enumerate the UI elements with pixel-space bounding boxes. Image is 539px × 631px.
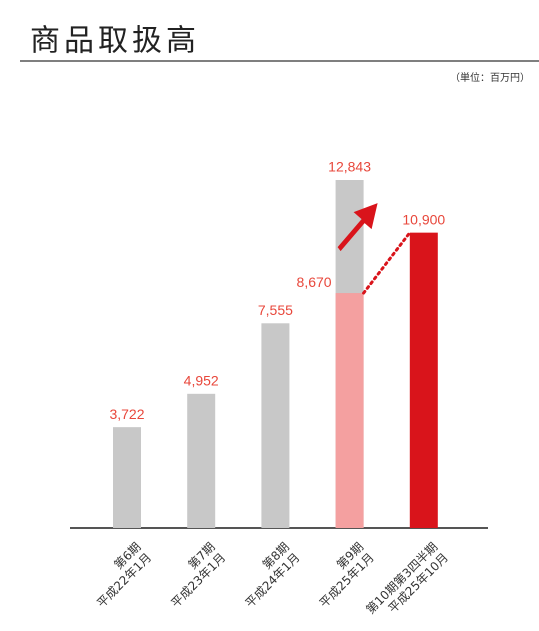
bar bbox=[261, 323, 290, 528]
overlay-bar bbox=[335, 293, 364, 528]
unit-note: （単位：百万円） bbox=[450, 71, 530, 84]
value-label: 10,900 bbox=[402, 211, 445, 227]
bar bbox=[187, 393, 216, 528]
connector bbox=[362, 231, 412, 295]
value-label: 7,555 bbox=[258, 302, 293, 318]
value-label: 3,722 bbox=[109, 406, 144, 422]
chart-title: 商品取扱高 bbox=[30, 24, 200, 59]
value-label: 12,843 bbox=[328, 159, 371, 175]
value-label: 4,952 bbox=[184, 373, 219, 389]
bar bbox=[409, 232, 438, 529]
growth-arrow bbox=[337, 203, 378, 252]
overlay-label: 8,670 bbox=[297, 274, 332, 290]
bar bbox=[113, 427, 141, 528]
